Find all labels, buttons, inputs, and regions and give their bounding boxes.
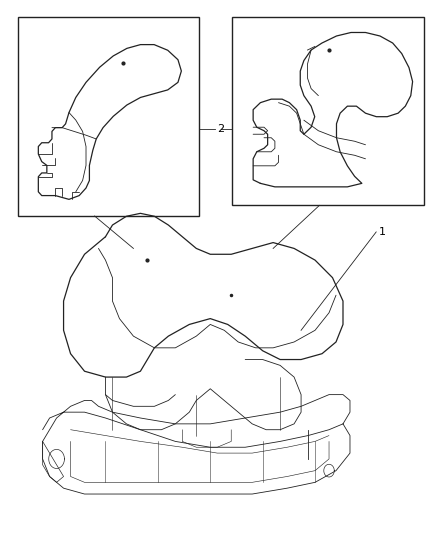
Bar — [232, 17, 424, 205]
Bar — [18, 17, 199, 216]
Text: 1: 1 — [378, 227, 385, 237]
Text: 2: 2 — [217, 124, 224, 134]
